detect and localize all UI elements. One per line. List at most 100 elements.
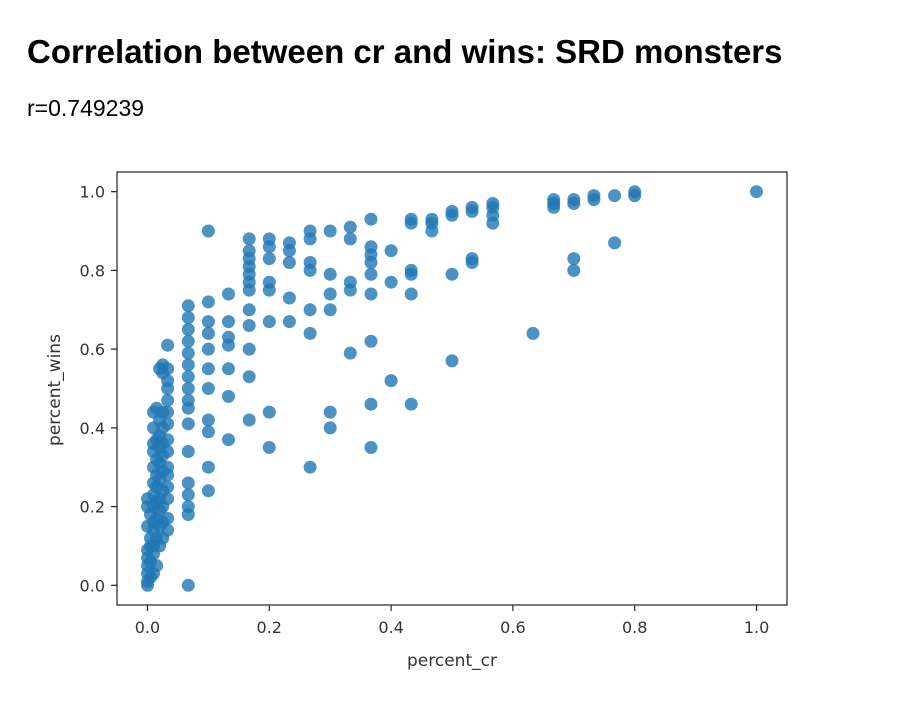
data-point (567, 263, 581, 277)
data-point (161, 492, 175, 506)
y-tick-label: 0.2 (80, 498, 105, 517)
data-point (222, 287, 235, 301)
data-point (242, 370, 256, 384)
data-point (262, 441, 276, 454)
data-point (303, 224, 317, 238)
data-point (201, 326, 215, 340)
data-point (364, 441, 378, 454)
data-point (161, 417, 175, 431)
data-point (547, 193, 561, 207)
data-point (181, 299, 195, 313)
data-point (465, 252, 479, 266)
data-point (445, 267, 459, 281)
data-point (161, 362, 175, 376)
data-point (262, 405, 276, 419)
data-point (384, 244, 398, 258)
data-point (222, 315, 235, 329)
data-point (161, 460, 175, 474)
data-point (201, 425, 215, 439)
plot-frame (116, 171, 788, 606)
data-point (486, 197, 500, 210)
data-point (262, 232, 276, 246)
data-point (323, 224, 337, 238)
data-point (282, 315, 296, 329)
data-point (404, 212, 418, 226)
data-point (222, 330, 235, 344)
data-point (282, 291, 296, 305)
data-point (161, 445, 175, 458)
data-point (323, 405, 337, 419)
data-point (181, 445, 195, 458)
data-point (161, 374, 175, 388)
data-point (181, 500, 195, 514)
data-point (303, 326, 317, 340)
correlation-value: r=0.749239 (27, 95, 145, 121)
data-point (303, 256, 317, 269)
y-tick-label: 0.0 (80, 576, 105, 595)
data-point (404, 263, 418, 277)
data-point (465, 200, 479, 214)
axis-ticks: 0.0 0.2 0.4 0.6 0.8 1.0 0.0 0.2 0.4 0.6 0.8 1.0 (80, 183, 770, 637)
data-point (242, 342, 256, 356)
data-point (201, 342, 215, 356)
x-tick-label: 0.2 (257, 618, 282, 637)
data-point (161, 433, 175, 447)
y-tick-label: 0.6 (80, 340, 105, 359)
y-tick-label: 0.8 (80, 261, 105, 280)
data-point (181, 578, 195, 592)
data-point (343, 220, 357, 234)
data-point (242, 232, 256, 246)
data-point (181, 382, 195, 395)
data-point (364, 397, 378, 411)
y-tick-label: 1.0 (80, 183, 105, 202)
data-point (161, 338, 175, 352)
data-point (201, 315, 215, 329)
data-point (222, 389, 235, 403)
x-tick-label: 1.0 (744, 618, 769, 637)
data-point (364, 267, 378, 281)
data-point (201, 413, 215, 427)
data-point (222, 433, 235, 447)
data-point (750, 185, 763, 199)
data-point (161, 405, 175, 419)
x-tick-label: 0.6 (500, 618, 525, 637)
x-tick-label: 0.0 (135, 618, 160, 637)
data-point (526, 326, 540, 340)
data-point (404, 397, 418, 411)
data-point (242, 319, 256, 332)
data-point (364, 212, 378, 226)
data-point (323, 287, 337, 301)
data-point (150, 559, 164, 573)
data-point (161, 480, 175, 494)
data-point (262, 315, 276, 329)
data-point (323, 421, 337, 435)
data-point (384, 374, 398, 388)
data-point (445, 354, 459, 368)
data-point (628, 185, 642, 199)
data-point (303, 460, 317, 474)
data-point (181, 417, 195, 431)
data-point (445, 204, 459, 218)
page-title: Correlation between cr and wins: SRD mon… (27, 33, 783, 70)
data-point (425, 212, 439, 226)
data-point (343, 232, 357, 246)
data-point (181, 358, 195, 372)
y-axis-label: percent_wins (45, 334, 65, 446)
data-point (161, 523, 175, 537)
data-point (323, 267, 337, 281)
data-point (181, 334, 195, 348)
data-point (201, 382, 215, 395)
data-point (567, 193, 581, 207)
data-points (141, 185, 763, 592)
data-point (404, 287, 418, 301)
data-point (262, 275, 276, 289)
data-point (323, 303, 337, 317)
data-point (384, 275, 398, 289)
data-point (181, 311, 195, 325)
x-axis-label: percent_cr (407, 651, 497, 671)
data-point (161, 393, 175, 407)
data-point (161, 511, 175, 525)
data-point (181, 476, 195, 490)
data-point (181, 346, 195, 360)
